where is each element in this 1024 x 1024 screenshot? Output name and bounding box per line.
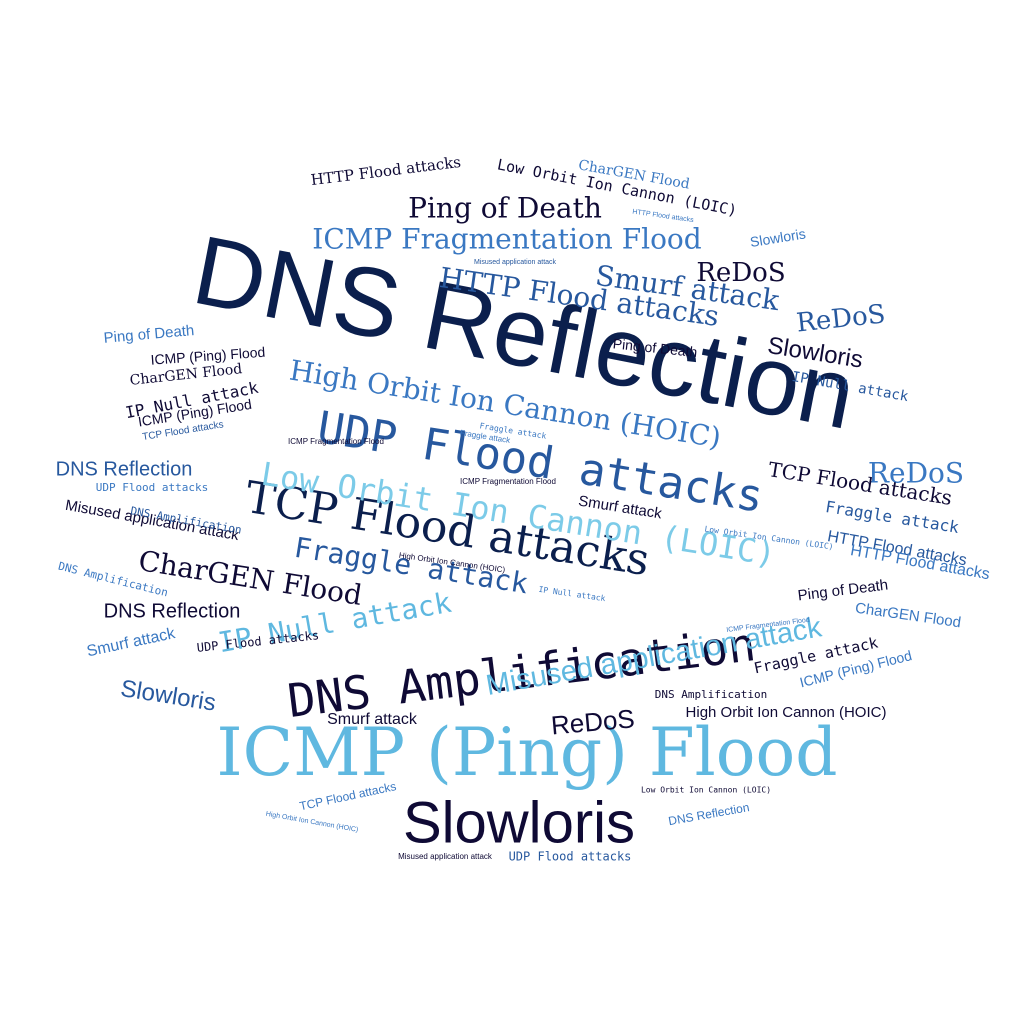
cloud-word-ping-of-death: Ping of Death [103,322,195,347]
cloud-word-chargen-flood: CharGEN Flood [854,600,962,632]
cloud-word-redos: ReDoS [795,299,887,338]
cloud-word-udp-flood-attacks: UDP Flood attacks [509,850,632,864]
cloud-word-misused-application-attack: Misused application attack [398,852,493,861]
cloud-word-redos: ReDoS [868,457,964,490]
cloud-word-high-orbit-ion-cannon-hoic: High Orbit Ion Cannon (HOIC) [686,704,887,721]
cloud-word-ping-of-death: Ping of Death [797,576,889,604]
cloud-word-dns-reflection: DNS Reflection [667,800,750,828]
cloud-word-icmp-fragmentation-flood: ICMP Fragmentation Flood [288,437,384,446]
cloud-word-dns-amplification: DNS Amplification [655,688,768,701]
cloud-word-high-orbit-ion-cannon-hoic: High Orbit Ion Cannon (HOIC) [265,811,359,834]
cloud-word-udp-flood-attacks: UDP Flood attacks [96,481,209,494]
cloud-word-icmp-ping-flood: ICMP (Ping) Flood [150,344,266,368]
cloud-word-slowloris: Slowloris [749,225,807,250]
cloud-word-ip-null-attack: IP Null attack [538,585,606,603]
cloud-word-icmp-fragmentation-flood: ICMP Fragmentation Flood [312,223,702,256]
cloud-word-ping-of-death: Ping of Death [408,192,602,225]
cloud-word-icmp-fragmentation-flood: ICMP Fragmentation Flood [460,477,556,486]
cloud-word-redos: ReDoS [550,703,636,740]
cloud-word-smurf-attack: Smurf attack [85,625,177,661]
cloud-word-dns-reflection: DNS Reflection [56,458,193,480]
cloud-word-low-orbit-ion-cannon-loic: Low Orbit Ion Cannon (LOIC) [641,786,771,795]
cloud-word-smurf-attack: Smurf attack [327,711,418,728]
cloud-word-slowloris: Slowloris [119,675,218,717]
cloud-word-misused-application-attack: Misused application attack [474,259,557,266]
cloud-word-http-flood-attacks: HTTP Flood attacks [310,153,462,189]
cloud-word-redos: ReDoS [696,258,785,288]
cloud-word-slowloris: Slowloris [403,790,635,855]
cloud-word-icmp-ping-flood: ICMP (Ping) Flood [217,714,838,791]
cloud-word-dns-reflection: DNS Reflection [104,600,241,622]
